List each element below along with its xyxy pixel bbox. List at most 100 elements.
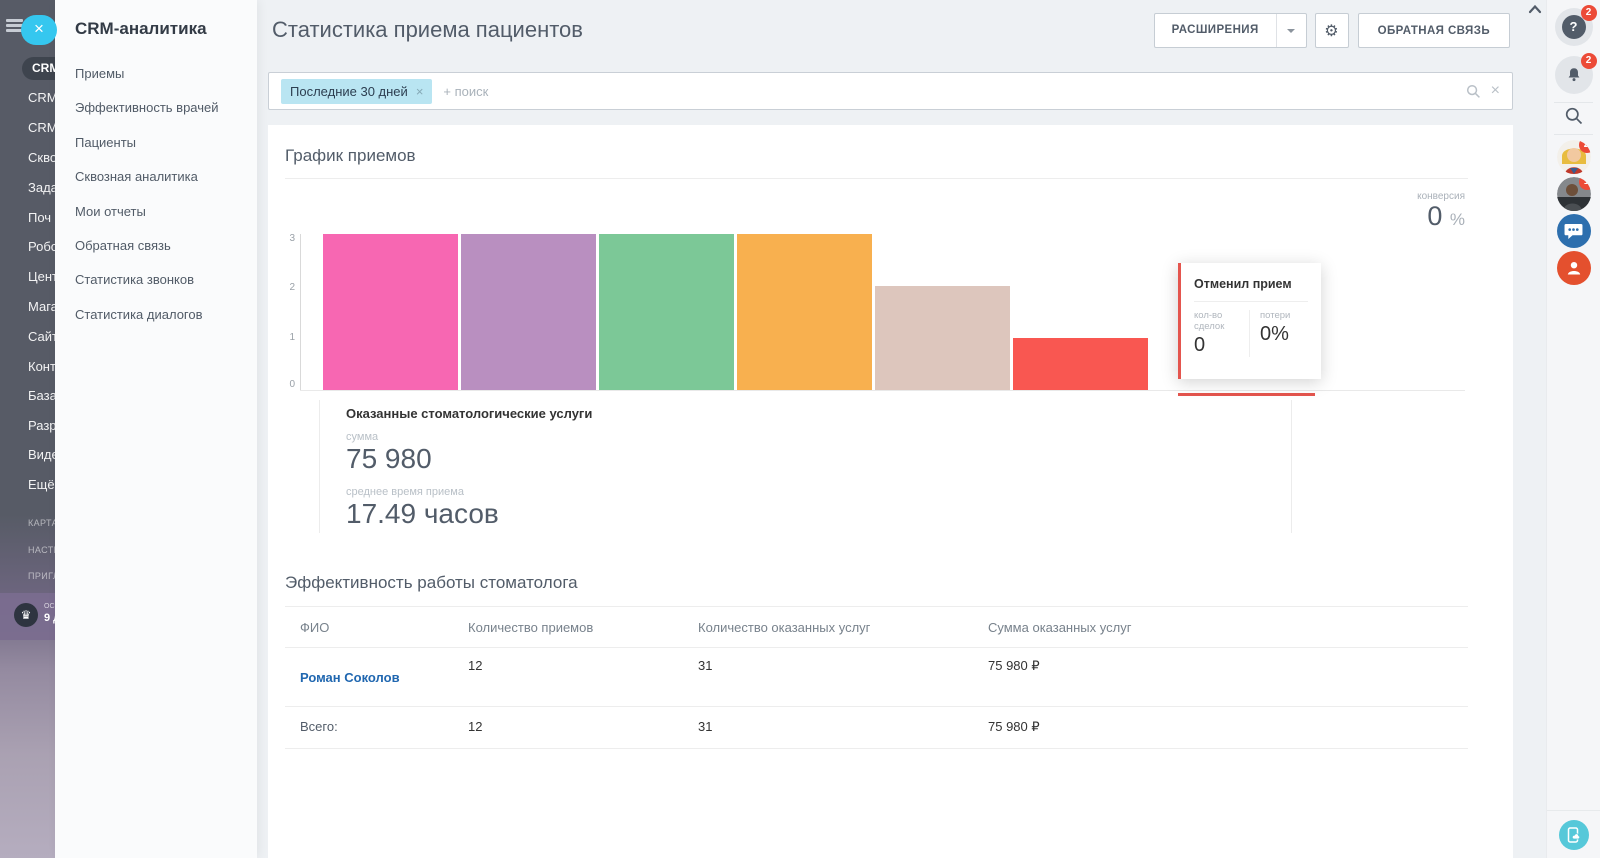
menu-item-call-statistics[interactable]: Статистика звонков bbox=[55, 263, 257, 297]
search-placeholder: + поиск bbox=[443, 84, 488, 99]
chart-bar[interactable] bbox=[737, 234, 872, 390]
scroll-to-top-chevron[interactable] bbox=[1527, 2, 1545, 16]
sidebar-item[interactable]: База bbox=[28, 388, 55, 403]
total-services: 31 bbox=[698, 719, 988, 735]
sidebar-footer-item[interactable]: КАРТА bbox=[28, 518, 55, 528]
y-axis-tick: 2 bbox=[268, 282, 295, 293]
menu-item-doctor-efficiency[interactable]: Эффективность врачей bbox=[55, 91, 257, 125]
sidebar-item[interactable]: Конт bbox=[28, 359, 55, 374]
total-amount: 75 980 ₽ bbox=[988, 719, 1468, 735]
extensions-dropdown-caret[interactable] bbox=[1276, 14, 1306, 47]
tooltip-losses-label: потери bbox=[1260, 310, 1309, 321]
header-buttons: РАСШИРЕНИЯ ⚙ ОБРАТНАЯ СВЯЗЬ bbox=[1154, 13, 1510, 48]
bar-group bbox=[323, 234, 1148, 390]
close-menu-button[interactable]: × bbox=[21, 15, 57, 45]
plan-label: ОС bbox=[44, 603, 55, 610]
y-axis-tick: 3 bbox=[268, 233, 295, 244]
tooltip-losses-value: 0% bbox=[1260, 323, 1309, 346]
widget-area bbox=[1547, 810, 1600, 858]
sidebar-item[interactable]: Робо bbox=[28, 239, 55, 254]
dentist-performance-section: Эффективность работы стоматолога ФИО Кол… bbox=[285, 573, 1468, 749]
summary-sum-value: 75 980 bbox=[346, 443, 1291, 475]
tooltip-deals-value: 0 bbox=[1194, 334, 1249, 357]
plan-info-block[interactable]: ♛ ОС 9 д bbox=[0, 593, 55, 640]
avatar-1-badge: 2 bbox=[1579, 140, 1591, 153]
menu-item-end-to-end-analytics[interactable]: Сквозная аналитика bbox=[55, 160, 257, 194]
chart-bar[interactable] bbox=[323, 234, 458, 390]
bell-icon bbox=[1565, 66, 1583, 84]
mobile-app-widget-button[interactable] bbox=[1559, 820, 1589, 850]
chart-bar[interactable] bbox=[875, 286, 1010, 390]
sidebar-item[interactable]: CRM bbox=[28, 90, 55, 105]
column-header-name: ФИО bbox=[285, 620, 468, 635]
menu-item-receptions[interactable]: Приемы bbox=[55, 57, 257, 91]
right-icon-rail: ? 2 2 2 bbox=[1546, 0, 1600, 858]
column-header-amount: Сумма оказанных услуг bbox=[988, 620, 1468, 635]
stage-summary-panel: Оказанные стоматологические услуги сумма… bbox=[319, 400, 1292, 533]
sidebar-footer-item[interactable]: ПРИГЛ bbox=[28, 571, 55, 581]
table-total-row: Всего: 12 31 75 980 ₽ bbox=[285, 706, 1468, 749]
sidebar-item-crm-active[interactable]: CRM bbox=[22, 57, 55, 80]
report-card: График приемов конверсия 0 % 3 2 1 0 Отм… bbox=[268, 125, 1513, 858]
notifications-badge: 2 bbox=[1581, 53, 1597, 69]
summary-avg-value: 17.49 часов bbox=[346, 498, 1291, 530]
sidebar-item[interactable]: Разр bbox=[28, 418, 55, 433]
menu-item-patients[interactable]: Пациенты bbox=[55, 126, 257, 160]
sidebar-item[interactable]: Сайт bbox=[28, 329, 55, 344]
conversion-unit: % bbox=[1450, 210, 1465, 229]
contact-button[interactable] bbox=[1557, 251, 1591, 285]
notifications-button[interactable]: 2 bbox=[1555, 56, 1593, 94]
tooltip-divider bbox=[1194, 301, 1308, 302]
clear-search-icon[interactable]: × bbox=[1491, 83, 1500, 99]
feedback-button[interactable]: ОБРАТНАЯ СВЯЗЬ bbox=[1358, 13, 1510, 48]
chart-section-title: График приемов bbox=[285, 146, 416, 166]
global-search-button[interactable] bbox=[1564, 106, 1584, 131]
conversion-block: конверсия 0 % bbox=[1417, 191, 1465, 234]
services-count-cell: 31 bbox=[698, 648, 988, 706]
x-axis-line bbox=[300, 390, 1465, 391]
receptions-funnel-chart: 3 2 1 0 Отменил прием кол-во сделок 0 по… bbox=[268, 234, 1513, 399]
user-avatar-2[interactable]: 1 bbox=[1557, 177, 1591, 211]
sidebar-item[interactable]: Скво bbox=[28, 150, 55, 165]
menu-item-my-reports[interactable]: Мои отчеты bbox=[55, 195, 257, 229]
doctor-name-link[interactable]: Роман Соколов bbox=[285, 648, 468, 706]
group-chat-button[interactable] bbox=[1557, 214, 1591, 248]
settings-gear-button[interactable]: ⚙ bbox=[1315, 13, 1349, 48]
extensions-split-button: РАСШИРЕНИЯ bbox=[1154, 13, 1307, 48]
tooltip-deals-label: кол-во сделок bbox=[1194, 310, 1249, 332]
chart-bar[interactable] bbox=[599, 234, 734, 390]
device-cloud-icon bbox=[1566, 827, 1581, 843]
sidebar-item[interactable]: Мага bbox=[28, 299, 55, 314]
remove-filter-icon[interactable]: × bbox=[416, 84, 424, 99]
user-avatar-1[interactable]: 2 bbox=[1557, 140, 1591, 174]
sidebar-item[interactable]: Ещё bbox=[28, 477, 55, 492]
chat-icon bbox=[1564, 223, 1583, 240]
table-header-row: ФИО Количество приемов Количество оказан… bbox=[285, 606, 1468, 647]
help-badge: 2 bbox=[1581, 5, 1597, 21]
crown-icon: ♛ bbox=[14, 603, 38, 627]
menu-item-dialog-statistics[interactable]: Статистика диалогов bbox=[55, 298, 257, 332]
help-button[interactable]: ? 2 bbox=[1555, 8, 1593, 46]
search-filter-bar[interactable]: Последние 30 дней × + поиск × bbox=[268, 72, 1513, 110]
sidebar-item[interactable]: Зада bbox=[28, 180, 55, 195]
rail-divider bbox=[1554, 102, 1593, 103]
chart-bar-zero[interactable] bbox=[1178, 393, 1315, 396]
services-amount-cell: 75 980 ₽ bbox=[988, 648, 1468, 706]
sidebar-footer-item[interactable]: НАСТР bbox=[28, 545, 55, 555]
menu-item-feedback[interactable]: Обратная связь bbox=[55, 229, 257, 263]
extensions-button[interactable]: РАСШИРЕНИЯ bbox=[1155, 14, 1276, 47]
filter-tag-last-30-days[interactable]: Последние 30 дней × bbox=[281, 79, 432, 104]
sidebar-item[interactable]: Цент bbox=[28, 269, 55, 284]
person-icon bbox=[1566, 260, 1582, 276]
y-axis-tick: 1 bbox=[268, 332, 295, 343]
chart-bar[interactable] bbox=[1013, 338, 1148, 390]
search-icon[interactable] bbox=[1466, 84, 1481, 99]
sidebar-item[interactable]: CRM bbox=[28, 120, 55, 135]
chart-tooltip: Отменил прием кол-во сделок 0 потери 0% bbox=[1178, 263, 1321, 379]
main-content: Статистика приема пациентов РАСШИРЕНИЯ ⚙… bbox=[257, 0, 1513, 858]
sidebar-item[interactable]: Виде bbox=[28, 447, 55, 462]
sidebar-item[interactable]: Поч bbox=[28, 210, 55, 225]
chart-bar[interactable] bbox=[461, 234, 596, 390]
tooltip-title: Отменил прием bbox=[1194, 277, 1308, 291]
menu-list: Приемы Эффективность врачей Пациенты Скв… bbox=[55, 57, 257, 332]
